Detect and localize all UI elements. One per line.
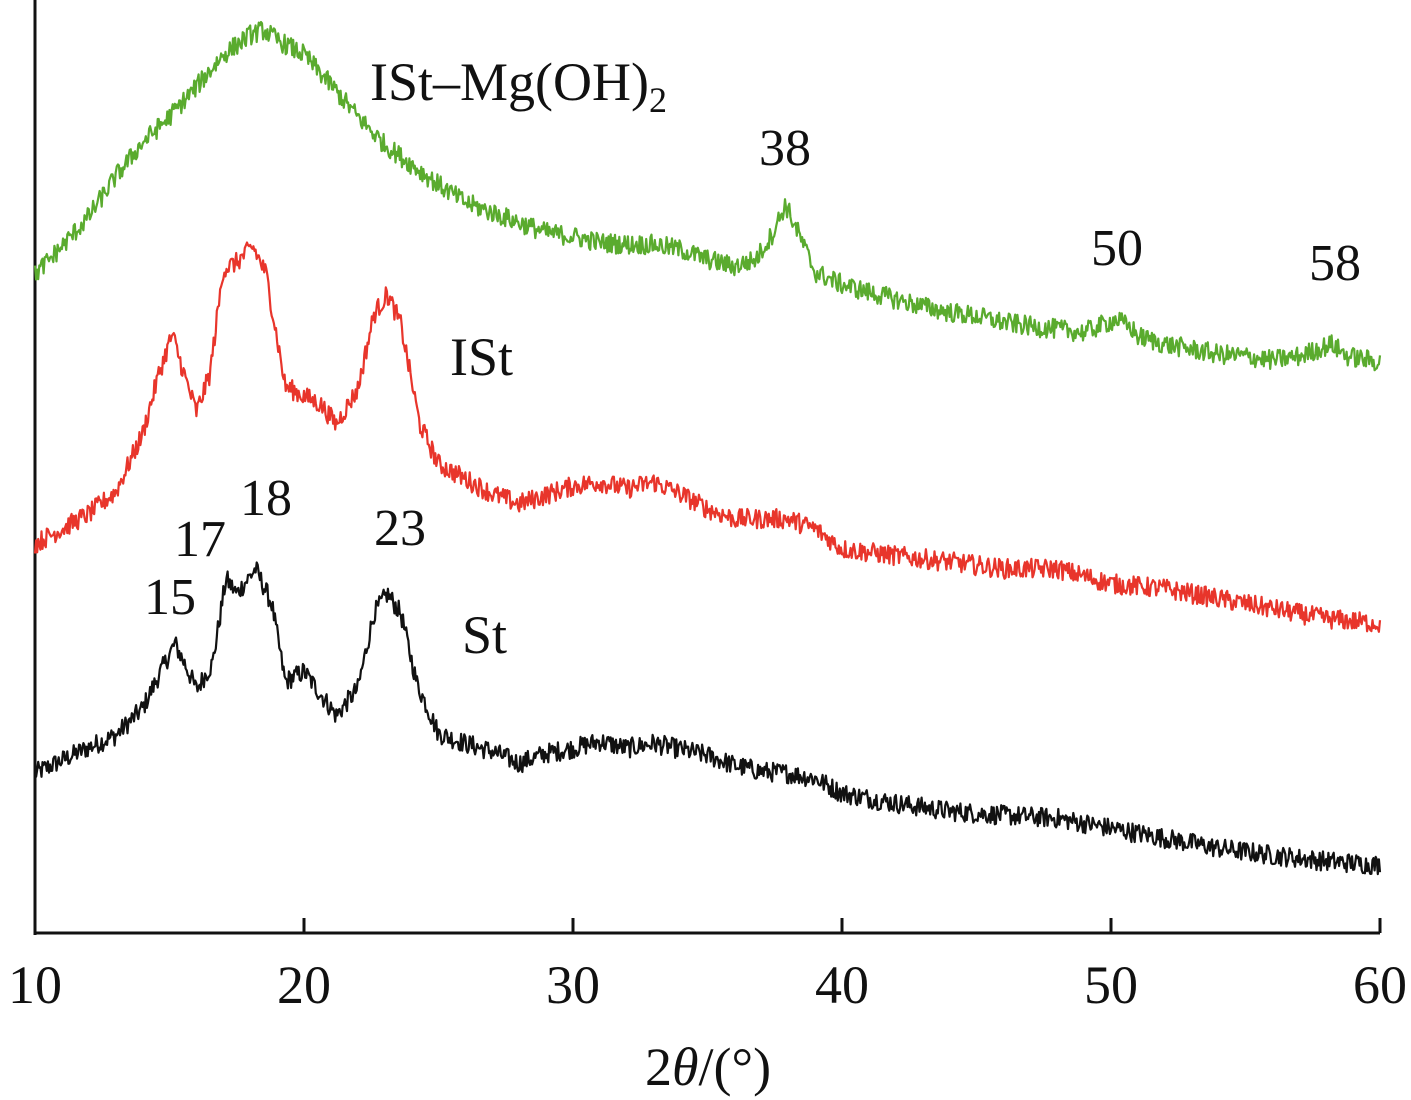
series-label-2-part-0: ISt–Mg(OH) <box>370 52 649 112</box>
peak-label-2-2: 58 <box>1309 235 1361 292</box>
series-label-2-part-1: 2 <box>649 80 667 120</box>
peak-label-0-1: 17 <box>174 511 226 568</box>
theta-symbol: θ <box>672 1037 699 1097</box>
x-axis-title-prefix: 2 <box>645 1037 672 1097</box>
axes <box>33 0 1380 935</box>
series-line-1 <box>33 241 1382 633</box>
series-line-2 <box>33 20 1382 372</box>
x-tick-label-60: 60 <box>1353 955 1407 1015</box>
x-axis-title-unit: /(°) <box>698 1037 771 1097</box>
x-axis-title: 2θ/(°) <box>645 1037 771 1097</box>
peak-label-0-3: 23 <box>374 500 426 557</box>
x-tick-label-40: 40 <box>815 955 869 1015</box>
series-line-0 <box>33 561 1382 876</box>
x-ticks: 10 20 30 40 50 60 <box>8 918 1407 1015</box>
series-label-1: ISt <box>450 327 513 387</box>
x-tick-label-30: 30 <box>546 955 600 1015</box>
series-label-2: ISt–Mg(OH)2 <box>370 52 667 120</box>
series-label-0: St <box>462 605 507 665</box>
x-tick-label-10: 10 <box>8 955 62 1015</box>
peak-label-0-0: 15 <box>144 569 196 626</box>
x-tick-label-50: 50 <box>1084 955 1138 1015</box>
peak-label-2-1: 50 <box>1091 220 1143 277</box>
peak-label-0-2: 18 <box>240 470 292 527</box>
x-tick-label-20: 20 <box>277 955 331 1015</box>
peak-label-2-0: 38 <box>759 120 811 177</box>
series-label-1-part-0: ISt <box>450 327 513 387</box>
series-layer <box>33 20 1382 876</box>
series-label-0-part-0: St <box>462 605 507 665</box>
